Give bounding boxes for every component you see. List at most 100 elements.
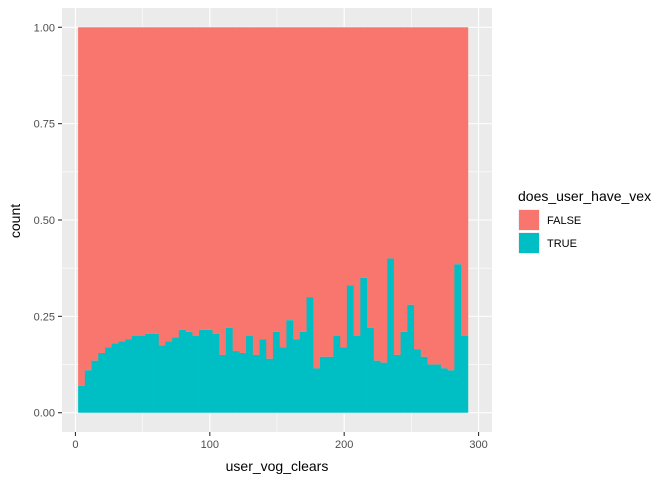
legend-swatch-false	[519, 210, 539, 230]
bar-false	[400, 27, 408, 332]
bar-false	[172, 27, 180, 338]
bar-true	[78, 385, 86, 413]
bar-false	[152, 27, 160, 334]
y-axis-title: count	[7, 204, 23, 238]
bar-true	[380, 362, 388, 413]
bar-false	[293, 27, 301, 340]
bar-false	[447, 27, 455, 371]
bar-true	[320, 356, 328, 413]
bar-true	[125, 339, 133, 413]
bar-true	[360, 277, 368, 413]
bar-false	[414, 27, 422, 350]
bars	[78, 27, 469, 413]
bar-true	[313, 368, 321, 413]
bar-false	[461, 27, 469, 336]
y-tick-label: 0.00	[34, 408, 55, 420]
legend: does_user_have_vex FALSE TRUE	[518, 188, 651, 254]
bar-true	[118, 341, 126, 413]
legend-title: does_user_have_vex	[518, 188, 651, 204]
bar-true	[192, 335, 200, 413]
bar-true	[145, 333, 153, 413]
bar-false	[212, 27, 220, 334]
bar-false	[367, 27, 375, 328]
bar-false	[353, 27, 361, 336]
bar-true	[91, 360, 99, 413]
bar-false	[178, 27, 187, 330]
bar-true	[98, 352, 106, 413]
bar-true	[199, 329, 207, 413]
x-tick-label: 0	[72, 439, 78, 451]
y-tick-label: 1.00	[34, 22, 55, 34]
bar-true	[246, 335, 254, 413]
bar-false	[259, 27, 267, 340]
bar-true	[266, 358, 274, 413]
bar-false	[219, 27, 227, 355]
bar-false	[286, 27, 294, 321]
bar-true	[232, 351, 240, 413]
bar-true	[447, 370, 455, 413]
bar-true	[131, 335, 139, 413]
bar-true	[172, 337, 180, 413]
bar-false	[246, 27, 254, 336]
bar-true	[427, 364, 435, 413]
bar-false	[427, 27, 435, 365]
bar-false	[393, 27, 402, 355]
bar-true	[138, 335, 146, 413]
bar-false	[266, 27, 274, 359]
bar-true	[407, 304, 415, 413]
bar-false	[326, 27, 334, 357]
bar-false	[91, 27, 99, 361]
bar-false	[145, 27, 153, 334]
bar-false	[165, 27, 173, 342]
bar-false	[320, 27, 328, 357]
bar-false	[185, 27, 193, 332]
bar-true	[293, 339, 301, 413]
bar-true	[259, 339, 267, 413]
bar-false	[239, 27, 247, 353]
bar-true	[286, 320, 294, 413]
bar-false	[131, 27, 139, 336]
bar-true	[299, 331, 307, 413]
bar-true	[420, 356, 428, 413]
bar-false	[306, 27, 314, 298]
y-tick-label: 0.75	[34, 119, 55, 131]
bar-true	[185, 331, 193, 413]
bar-true	[152, 333, 160, 413]
legend-label-true: TRUE	[547, 238, 577, 250]
bar-true	[393, 354, 402, 413]
bar-true	[434, 364, 442, 413]
bar-false	[232, 27, 240, 352]
bar-false	[420, 27, 428, 357]
bar-false	[118, 27, 126, 342]
bar-false	[346, 27, 354, 286]
bar-false	[340, 27, 348, 348]
x-tick-label: 100	[201, 439, 219, 451]
bar-true	[353, 335, 361, 413]
axes: 0.00 0.25 0.50 0.75 1.00 0 100 200 300	[34, 22, 488, 451]
bar-false	[192, 27, 200, 336]
bar-true	[367, 327, 375, 413]
bar-false	[125, 27, 133, 340]
bar-true	[272, 331, 281, 413]
bar-true	[387, 258, 395, 413]
bar-true	[219, 354, 227, 413]
bar-false	[360, 27, 368, 278]
bar-true	[84, 370, 92, 413]
bar-false	[111, 27, 119, 344]
bar-false	[380, 27, 388, 363]
bar-true	[158, 345, 166, 413]
bar-true	[105, 347, 113, 413]
bar-true	[225, 327, 234, 413]
bar-true	[346, 285, 354, 413]
legend-swatch-true	[519, 233, 539, 253]
bar-true	[252, 354, 260, 413]
bar-true	[440, 368, 449, 413]
bar-false	[407, 27, 415, 305]
bar-true	[454, 264, 462, 413]
bar-true	[178, 329, 187, 413]
bar-true	[461, 335, 469, 413]
bar-true	[205, 329, 213, 413]
bar-false	[440, 27, 449, 369]
x-axis-title: user_vog_clears	[226, 458, 329, 474]
